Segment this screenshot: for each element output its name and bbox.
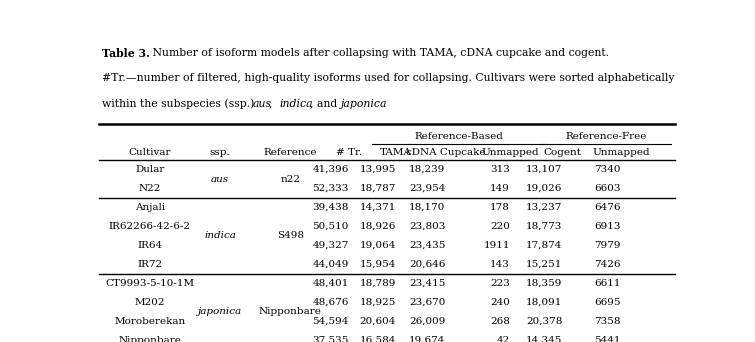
Text: 54,594: 54,594: [313, 317, 349, 326]
Text: Cultivar: Cultivar: [128, 148, 171, 157]
Text: S498: S498: [277, 232, 304, 240]
Text: within the subspecies (ssp.): within the subspecies (ssp.): [102, 99, 258, 109]
Text: 16,584: 16,584: [359, 336, 396, 342]
Text: M202: M202: [134, 298, 165, 307]
Text: Moroberekan: Moroberekan: [114, 317, 186, 326]
Text: 18,091: 18,091: [526, 298, 562, 307]
Text: Dular: Dular: [135, 165, 165, 174]
Text: 18,773: 18,773: [526, 222, 562, 231]
Text: Table 3.: Table 3.: [102, 48, 149, 58]
Text: 7358: 7358: [594, 317, 621, 326]
Text: ssp.: ssp.: [210, 148, 230, 157]
Text: 20,604: 20,604: [359, 317, 396, 326]
Text: indica: indica: [205, 232, 236, 240]
Text: 13,107: 13,107: [526, 165, 562, 174]
Text: 42: 42: [497, 336, 510, 342]
Text: Unmapped: Unmapped: [481, 148, 538, 157]
Text: IR72: IR72: [137, 260, 162, 269]
Text: , and: , and: [310, 99, 341, 109]
Text: #Tr.—number of filtered, high-quality isoforms used for collapsing. Cultivars we: #Tr.—number of filtered, high-quality is…: [102, 73, 674, 83]
Text: 20,646: 20,646: [409, 260, 445, 269]
Text: 23,803: 23,803: [409, 222, 445, 231]
Text: aus: aus: [253, 99, 272, 109]
Text: Anjali: Anjali: [135, 203, 165, 212]
Text: IR62266-42-6-2: IR62266-42-6-2: [109, 222, 191, 231]
Text: Reference: Reference: [263, 148, 317, 157]
Text: 15,954: 15,954: [359, 260, 396, 269]
Text: 178: 178: [490, 203, 510, 212]
Text: # Tr.: # Tr.: [336, 148, 362, 157]
Text: 39,438: 39,438: [313, 203, 349, 212]
Text: Nipponbare: Nipponbare: [259, 307, 322, 316]
Text: 5441: 5441: [594, 336, 621, 342]
Text: 18,359: 18,359: [526, 279, 562, 288]
Text: 149: 149: [490, 184, 510, 193]
Text: Nipponbare: Nipponbare: [119, 336, 181, 342]
Text: 143: 143: [490, 260, 510, 269]
Text: 18,787: 18,787: [359, 184, 396, 193]
Text: 48,676: 48,676: [313, 298, 349, 307]
Text: 6611: 6611: [594, 279, 621, 288]
Text: 6476: 6476: [594, 203, 621, 212]
Text: 7426: 7426: [594, 260, 621, 269]
Text: 220: 220: [490, 222, 510, 231]
Text: cDNA Cupcake: cDNA Cupcake: [405, 148, 485, 157]
Text: 23,415: 23,415: [409, 279, 445, 288]
Text: N22: N22: [139, 184, 161, 193]
Text: 6603: 6603: [594, 184, 621, 193]
Text: 19,026: 19,026: [526, 184, 562, 193]
Text: 6913: 6913: [594, 222, 621, 231]
Text: 18,789: 18,789: [359, 279, 396, 288]
Text: Reference-Free: Reference-Free: [565, 132, 647, 141]
Text: 48,401: 48,401: [313, 279, 349, 288]
Text: 14,371: 14,371: [359, 203, 396, 212]
Text: 50,510: 50,510: [313, 222, 349, 231]
Text: n22: n22: [280, 174, 300, 184]
Text: 18,925: 18,925: [359, 298, 396, 307]
Text: 41,396: 41,396: [313, 165, 349, 174]
Text: 23,954: 23,954: [409, 184, 445, 193]
Text: 18,170: 18,170: [409, 203, 445, 212]
Text: Unmapped: Unmapped: [592, 148, 650, 157]
Text: 19,674: 19,674: [409, 336, 445, 342]
Text: IR64: IR64: [137, 241, 162, 250]
Text: 1911: 1911: [483, 241, 510, 250]
Text: TAMA: TAMA: [380, 148, 411, 157]
Text: 6695: 6695: [594, 298, 621, 307]
Text: japonica: japonica: [341, 99, 388, 109]
Text: 240: 240: [490, 298, 510, 307]
Text: 23,435: 23,435: [409, 241, 445, 250]
Text: 20,378: 20,378: [526, 317, 562, 326]
Text: 7979: 7979: [594, 241, 621, 250]
Text: 49,327: 49,327: [313, 241, 349, 250]
Text: 13,995: 13,995: [359, 165, 396, 174]
Text: japonica: japonica: [198, 307, 242, 316]
Text: Number of isoform models after collapsing with TAMA, cDNA cupcake and cogent.: Number of isoform models after collapsin…: [142, 48, 609, 57]
Text: 223: 223: [490, 279, 510, 288]
Text: .: .: [383, 99, 387, 109]
Text: CT9993-5-10-1M: CT9993-5-10-1M: [106, 279, 195, 288]
Text: 52,333: 52,333: [313, 184, 349, 193]
Text: 44,049: 44,049: [313, 260, 349, 269]
Text: 268: 268: [490, 317, 510, 326]
Text: 7340: 7340: [594, 165, 621, 174]
Text: 19,064: 19,064: [359, 241, 396, 250]
Text: 313: 313: [490, 165, 510, 174]
Text: Reference-Based: Reference-Based: [414, 132, 503, 141]
Text: 15,251: 15,251: [526, 260, 562, 269]
Text: 26,009: 26,009: [409, 317, 445, 326]
Text: Cogent: Cogent: [544, 148, 581, 157]
Text: 17,874: 17,874: [526, 241, 562, 250]
Text: 23,670: 23,670: [409, 298, 445, 307]
Text: indica: indica: [279, 99, 313, 109]
Text: 13,237: 13,237: [526, 203, 562, 212]
Text: 37,535: 37,535: [313, 336, 349, 342]
Text: ,: ,: [269, 99, 276, 109]
Text: aus: aus: [211, 174, 230, 184]
Text: 18,926: 18,926: [359, 222, 396, 231]
Text: 14,345: 14,345: [526, 336, 562, 342]
Text: 18,239: 18,239: [409, 165, 445, 174]
